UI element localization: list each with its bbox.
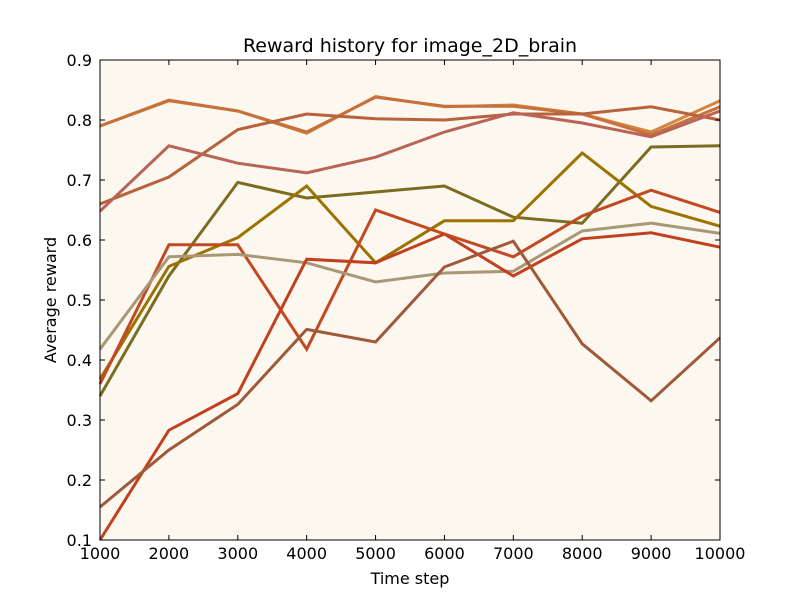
y-tick-label: 0.6 [67,231,92,250]
series-line-10 [99,239,722,509]
y-tick-label: 0.2 [67,471,92,490]
series-line-7 [98,188,721,385]
x-axis: 1000 2000 3000 4000 5000 6000 7000 8000 9000 1000… [80,60,746,563]
y-tick-label: 0.3 [67,411,92,430]
plot-background [100,60,720,540]
series-line-6 [98,151,721,380]
y-tick-label: 0.1 [67,531,92,550]
series-line-9 [98,231,721,541]
x-tick-label: 2000 [149,544,190,563]
y-tick-label: 0.8 [67,111,92,130]
y-tick-label: 0.5 [67,291,92,310]
y-tick-label: 0.4 [67,351,92,370]
x-tick-label: 1000 [80,544,121,563]
series-line-4 [98,109,721,213]
y-axis-title: Average reward [41,237,60,363]
x-tick-label: 9000 [631,544,672,563]
chart-title: Reward history for image_2D_brain [243,35,577,57]
x-tick-label: 10000 [695,544,746,563]
x-tick-label: 8000 [562,544,603,563]
series-line-2 [99,95,721,137]
x-tick-label: 6000 [424,544,465,563]
y-tick-label: 0.7 [67,171,92,190]
x-tick-label: 3000 [217,544,258,563]
y-axis: 0.1 0.2 0.3 0.4 0.5 0.6 0.7 0.8 0.9 [67,51,720,550]
x-tick-label: 4000 [286,544,327,563]
series-layer [98,95,722,541]
x-tick-label: 7000 [493,544,534,563]
series-line-8 [98,221,721,351]
y-tick-label: 0.9 [67,51,92,70]
series-line-5 [98,144,721,397]
x-tick-label: 5000 [355,544,396,563]
x-axis-title: Time step [370,569,450,588]
